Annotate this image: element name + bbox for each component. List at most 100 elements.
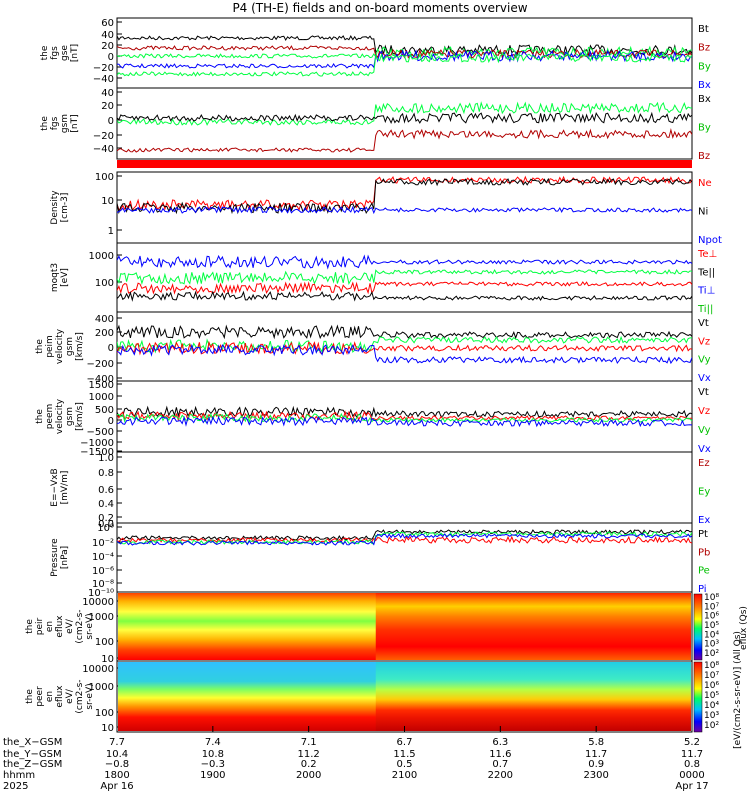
panel-temp: moqt3 [eV] 1000 100 Te⊥ Te|| Ti⊥ Ti|| bbox=[50, 242, 717, 315]
spectrogram-electrons-after bbox=[375, 662, 691, 731]
y-tick-label: 10⁻⁸ bbox=[92, 579, 114, 590]
axis-value: 0000 bbox=[679, 770, 704, 781]
colorbar-tick-label: 10⁴ bbox=[704, 630, 719, 640]
ylabel-line: eflux bbox=[55, 685, 65, 708]
axis-value: 0.5 bbox=[397, 759, 413, 770]
y-tick-label: 1500 bbox=[89, 380, 114, 391]
y-tick-label: 1000 bbox=[89, 251, 114, 262]
axis-value: 10.4 bbox=[106, 749, 128, 760]
panel-ylabel: Pressure [nPa] bbox=[50, 538, 70, 577]
panel-ylabel: the fgs gsm [nT] bbox=[40, 114, 80, 133]
panel-pressure: Pressure [nPa] 10⁰ 10⁻² 10⁻⁴ 10⁻⁶ 10⁻⁸10⁻¹⁰ Pt P… bbox=[50, 522, 710, 599]
axis-value: 0.9 bbox=[588, 759, 604, 770]
panel-traces bbox=[117, 35, 692, 77]
ylabel-line: gse bbox=[60, 45, 70, 61]
ylabel-line: [nT] bbox=[70, 44, 80, 62]
axis-value: 11.2 bbox=[298, 749, 320, 760]
y-tick-label: 1 bbox=[108, 226, 114, 237]
legend-entry: Ti|| bbox=[697, 304, 713, 315]
trace-npot bbox=[117, 205, 692, 215]
axis-value: 10.8 bbox=[202, 749, 224, 760]
trace-pi bbox=[117, 533, 692, 546]
legend-entry: Bx bbox=[698, 94, 711, 105]
trace-vx bbox=[117, 415, 692, 428]
y-tick-label: 200 bbox=[95, 328, 114, 339]
y-tick-label: 10⁻⁶ bbox=[92, 566, 114, 577]
trace-tepar bbox=[117, 290, 692, 302]
axis-value: −0.3 bbox=[201, 759, 225, 770]
trace-tiperp bbox=[117, 254, 692, 270]
legend-entry: Ey bbox=[698, 487, 710, 498]
axis-row-label: hhmm bbox=[3, 770, 35, 781]
legend-entry: Bz bbox=[698, 151, 710, 162]
trace-vt bbox=[117, 405, 692, 419]
y-tick-label: −500 bbox=[87, 427, 114, 438]
trace-pe bbox=[117, 531, 692, 545]
legend-entry: Pb bbox=[698, 547, 710, 558]
legend-entry: Vy bbox=[698, 425, 711, 436]
ylabel-line: the bbox=[40, 45, 50, 60]
ylabel-line: E=−VxB bbox=[50, 468, 60, 506]
ylabel-line: [nT] bbox=[70, 114, 80, 132]
y-tick-label: 1000 bbox=[89, 682, 114, 693]
ylabel-line: fgs bbox=[50, 46, 60, 60]
axis-value: 7.4 bbox=[205, 737, 221, 748]
panel-traces bbox=[117, 254, 692, 302]
trace-ni bbox=[117, 177, 692, 215]
trace-vz bbox=[117, 340, 692, 356]
panel-frame bbox=[116, 451, 693, 524]
ylabel-line: peim bbox=[45, 335, 55, 358]
panel-ylabel: the fgs gse [nT] bbox=[40, 44, 80, 62]
legend-entry: Vx bbox=[698, 444, 711, 455]
ylabel-line: peer bbox=[35, 686, 45, 707]
trace-bz bbox=[117, 128, 692, 153]
axis-value: 2200 bbox=[488, 770, 513, 781]
colorbar-tick-label: 10³ bbox=[704, 711, 719, 721]
ylabel-line: Density bbox=[50, 190, 60, 225]
y-tick-label: 0 bbox=[108, 343, 114, 354]
axis-value: 11.7 bbox=[585, 749, 607, 760]
axis-row-label: the_Z−GSM bbox=[3, 759, 62, 770]
y-tick-label: 500 bbox=[95, 405, 114, 416]
colorbar-tick-label: 10⁶ bbox=[704, 612, 719, 622]
ylabel-line: [mV/m] bbox=[60, 471, 70, 505]
ylabel-line: Pressure bbox=[50, 538, 60, 577]
axis-row-label: the_Y−GSM bbox=[3, 749, 62, 760]
panel-peer-eflux: the peer en eflux eV/(cm2-s-sr-eV) 10000 1000 1… bbox=[25, 660, 693, 734]
axis-value: 1800 bbox=[104, 770, 129, 781]
panel-ylabel: the peim velocity gsm [km/s] bbox=[35, 328, 85, 364]
panel-peir-eflux: the peir en eflux eV/(cm2-s-sr-eV)1000010001… bbox=[25, 591, 693, 665]
ylabel-line: [km/s] bbox=[75, 332, 85, 361]
y-tick-label: 0.2 bbox=[98, 513, 114, 524]
axis-value: 7.1 bbox=[301, 737, 317, 748]
axis-value: 2100 bbox=[392, 770, 417, 781]
trace-vx bbox=[117, 343, 692, 365]
legend-entry: Te⊥ bbox=[697, 249, 717, 260]
y-tick-label: 100 bbox=[95, 278, 114, 289]
axis-value: 0.2 bbox=[301, 759, 317, 770]
axis-value: 6.7 bbox=[397, 737, 413, 748]
trace-tipar bbox=[117, 268, 692, 286]
y-tick-label: 10000 bbox=[82, 597, 114, 608]
y-tick-label: 1000 bbox=[89, 612, 114, 623]
y-tick-label: 0 bbox=[108, 116, 114, 127]
colorbar-tick-label: 10⁵ bbox=[704, 691, 719, 701]
legend-entry: Vt bbox=[698, 387, 709, 398]
legend-entry: Vz bbox=[698, 336, 710, 347]
panel-density: Density [cm-3] 100 10 1 Ne Ni Npot bbox=[50, 171, 722, 246]
y-tick-label: 0.4 bbox=[98, 499, 114, 510]
trace-bt bbox=[117, 35, 692, 57]
y-tick-label: 400 bbox=[95, 314, 114, 325]
y-tick-label: −40 bbox=[93, 74, 114, 85]
y-tick-label: 0.8 bbox=[98, 468, 114, 479]
y-tick-label: 20 bbox=[101, 101, 114, 112]
colorbar-tick-label: 10² bbox=[704, 649, 719, 659]
status-bar bbox=[117, 160, 692, 168]
ylabel-line: peem bbox=[45, 404, 55, 430]
y-tick-label: −20 bbox=[93, 131, 114, 142]
trace-vy bbox=[117, 412, 692, 424]
